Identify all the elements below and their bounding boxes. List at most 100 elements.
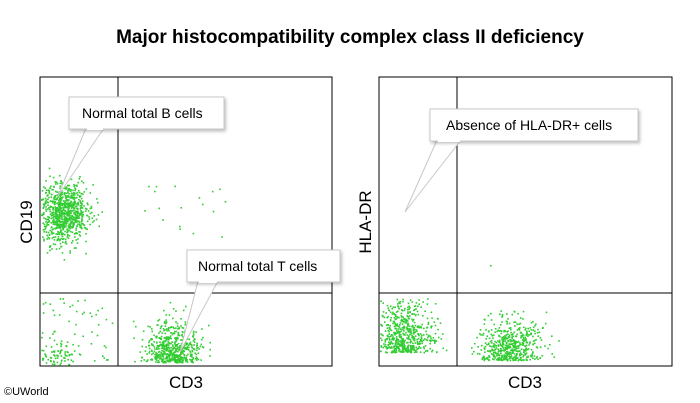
scatter-dot	[525, 333, 528, 335]
scatter-dot	[208, 324, 210, 327]
scatter-dot	[534, 342, 536, 345]
scatter-dot	[501, 345, 504, 348]
scatter-dot	[84, 210, 87, 212]
scatter-dot	[53, 350, 56, 352]
scatter-dot	[72, 226, 74, 229]
scatter-dot	[490, 345, 493, 348]
scatter-dot	[73, 198, 76, 201]
scatter-dot	[183, 356, 185, 359]
scatter-dot	[517, 347, 520, 349]
scatter-dot	[429, 335, 432, 338]
scatter-dot	[484, 345, 487, 348]
scatter-dot	[162, 355, 164, 357]
scatter-dot	[90, 343, 93, 345]
scatter-dot	[385, 312, 387, 314]
scatter-dot	[512, 335, 514, 338]
scatter-dot	[164, 352, 166, 355]
scatter-dot	[426, 333, 428, 336]
scatter-dot	[532, 321, 534, 323]
scatter-dot	[168, 347, 171, 349]
scatter-dot	[66, 206, 69, 209]
scatter-dot	[74, 205, 77, 208]
scatter-dot	[70, 192, 73, 194]
scatter-dot	[57, 230, 59, 233]
scatter-dot	[221, 236, 223, 238]
scatter-dot	[403, 326, 406, 329]
scatter-dot	[479, 333, 481, 335]
scatter-dot	[418, 334, 420, 337]
scatter-dot	[412, 324, 414, 327]
scatter-dot	[405, 318, 408, 321]
scatter-dot	[65, 197, 67, 200]
scatter-dot	[44, 228, 46, 231]
scatter-dot	[168, 356, 171, 358]
scatter-dot	[415, 302, 418, 304]
scatter-dot	[60, 207, 62, 210]
scatter-dot	[180, 361, 182, 363]
scatter-dot	[402, 339, 405, 342]
scatter-dot	[471, 347, 473, 349]
scatter-dot	[96, 334, 99, 337]
scatter-dot	[75, 184, 77, 187]
scatter-dot	[187, 349, 190, 351]
scatter-dot	[159, 337, 161, 340]
scatter-dot	[95, 218, 98, 221]
scatter-dot	[406, 328, 409, 331]
scatter-dot	[70, 201, 73, 204]
scatter-dot	[403, 351, 405, 353]
scatter-dot	[62, 227, 65, 230]
scatter-dot	[530, 355, 532, 358]
scatter-dot	[57, 226, 60, 229]
scatter-dot	[409, 340, 412, 343]
scatter-dot	[81, 313, 84, 315]
scatter-dot	[97, 214, 100, 216]
scatter-dot	[509, 359, 512, 362]
scatter-dot	[75, 202, 77, 205]
scatter-dot	[76, 214, 78, 216]
scatter-dot	[514, 335, 517, 338]
scatter-dot	[80, 226, 83, 229]
scatter-dot	[71, 210, 74, 212]
scatter-dot	[67, 231, 69, 233]
scatter-dot	[167, 343, 169, 345]
scatter-dot	[56, 210, 58, 212]
scatter-dot	[56, 218, 58, 221]
scatter-dot	[390, 334, 393, 336]
scatter-dot	[483, 347, 486, 349]
scatter-dot	[62, 238, 64, 241]
scatter-dot	[386, 304, 389, 307]
scatter-dot	[68, 184, 71, 187]
scatter-dot	[395, 332, 397, 335]
scatter-dot	[389, 347, 392, 349]
scatter-dot	[58, 211, 60, 213]
scatter-dot	[511, 349, 514, 352]
scatter-dot	[175, 341, 177, 343]
scatter-dot	[64, 187, 66, 190]
scatter-dot	[520, 343, 522, 346]
scatter-dot	[167, 339, 170, 341]
scatter-dot	[63, 192, 66, 194]
scatter-dot	[64, 200, 67, 202]
scatter-dot	[181, 350, 183, 353]
scatter-dot	[54, 217, 57, 220]
scatter-dot	[407, 330, 410, 333]
scatter-dot	[59, 212, 61, 214]
scatter-dot	[66, 341, 69, 343]
scatter-dot	[70, 225, 73, 228]
scatter-dot	[78, 212, 80, 215]
scatter-dot	[67, 213, 69, 215]
scatter-dot	[42, 207, 44, 209]
scatter-dot	[406, 319, 408, 322]
scatter-dot	[186, 346, 189, 348]
scatter-dot	[80, 211, 83, 213]
scatter-dot	[410, 350, 413, 353]
scatter-dot	[412, 331, 415, 333]
scatter-dot	[513, 349, 515, 352]
scatter-dot	[412, 342, 414, 345]
scatter-dot	[63, 213, 65, 216]
scatter-dot	[47, 204, 49, 206]
scatter-dot	[402, 340, 404, 343]
scatter-dot	[502, 357, 505, 359]
scatter-dot	[57, 196, 59, 198]
scatter-dot	[499, 330, 502, 332]
